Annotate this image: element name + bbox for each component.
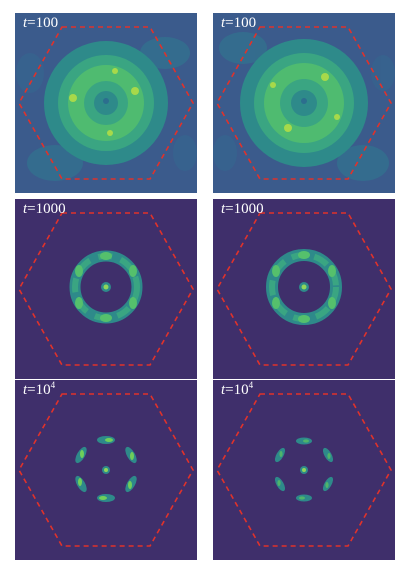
density-map: [15, 13, 197, 193]
density-panel-t100-left: t=100: [15, 13, 197, 193]
density-map: [213, 199, 395, 379]
density-panel-t10000-left: t=104: [15, 380, 197, 560]
density-panel-t1000-right: t=1000: [213, 199, 395, 379]
density-map: [15, 199, 197, 379]
density-map: [213, 13, 395, 193]
time-label: t=104: [221, 380, 254, 398]
time-label: t=100: [23, 15, 59, 31]
density-map: [15, 380, 197, 560]
density-panel-t1000-left: t=1000: [15, 199, 197, 379]
time-label: t=104: [23, 380, 56, 398]
density-panel-t100-right: t=100: [213, 13, 395, 193]
density-map: [213, 380, 395, 560]
density-panel-t10000-right: t=104: [213, 380, 395, 560]
time-label: t=100: [221, 15, 257, 31]
time-label: t=1000: [221, 201, 264, 217]
time-label: t=1000: [23, 201, 66, 217]
